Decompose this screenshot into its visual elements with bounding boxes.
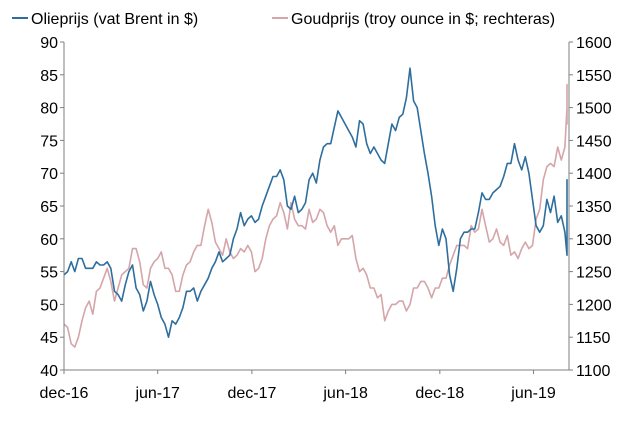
x-tick-label: jun-18 (322, 385, 368, 402)
right-tick-label: 1500 (576, 101, 612, 118)
right-tick-label: 1400 (576, 166, 612, 183)
right-tick-label: 1550 (576, 68, 612, 85)
right-tick-label: 1200 (576, 297, 612, 314)
left-tick-label: 65 (40, 199, 58, 216)
plot-area (63, 67, 568, 348)
legend: Olieprijs (vat Brent in $) Goudprijs (tro… (12, 11, 555, 28)
right-tick-label: 1450 (576, 133, 612, 150)
right-tick-label: 1600 (576, 35, 612, 52)
right-axis: 1100 1150 1200 1250 1300 1350 1400 1450 1500 1550… (568, 35, 612, 380)
x-tick-label: dec-17 (227, 385, 276, 402)
x-axis: dec-16 jun-17 dec-17 jun-18 dec-18 jun-19 (40, 369, 569, 402)
x-tick-label: jun-17 (134, 385, 180, 402)
left-tick-label: 85 (40, 68, 58, 85)
right-tick-label: 1100 (576, 363, 611, 380)
left-tick-label: 50 (40, 297, 58, 314)
right-tick-label: 1300 (576, 232, 612, 249)
x-tick-label: dec-18 (415, 385, 464, 402)
right-tick-label: 1150 (576, 330, 611, 347)
right-tick-label: 1350 (576, 199, 612, 216)
left-tick-label: 60 (40, 232, 58, 249)
series-line-gold (63, 83, 568, 348)
left-tick-label: 55 (40, 265, 58, 282)
left-tick-label: 90 (40, 35, 58, 52)
legend-label-gold: Goudprijs (troy ounce in $; rechteras) (291, 11, 555, 28)
x-tick-label: dec-16 (40, 385, 89, 402)
left-tick-label: 80 (40, 101, 58, 118)
left-tick-label: 75 (40, 133, 58, 150)
left-tick-label: 45 (40, 330, 58, 347)
legend-label-oil: Olieprijs (vat Brent in $) (31, 11, 198, 28)
x-tick-label: jun-19 (510, 385, 556, 402)
left-tick-label: 70 (40, 166, 58, 183)
left-tick-label: 40 (40, 363, 58, 380)
right-tick-label: 1250 (576, 265, 612, 282)
series-line-oil (63, 67, 568, 339)
left-axis: 40 45 50 55 60 65 70 75 80 85 90 (40, 35, 65, 380)
